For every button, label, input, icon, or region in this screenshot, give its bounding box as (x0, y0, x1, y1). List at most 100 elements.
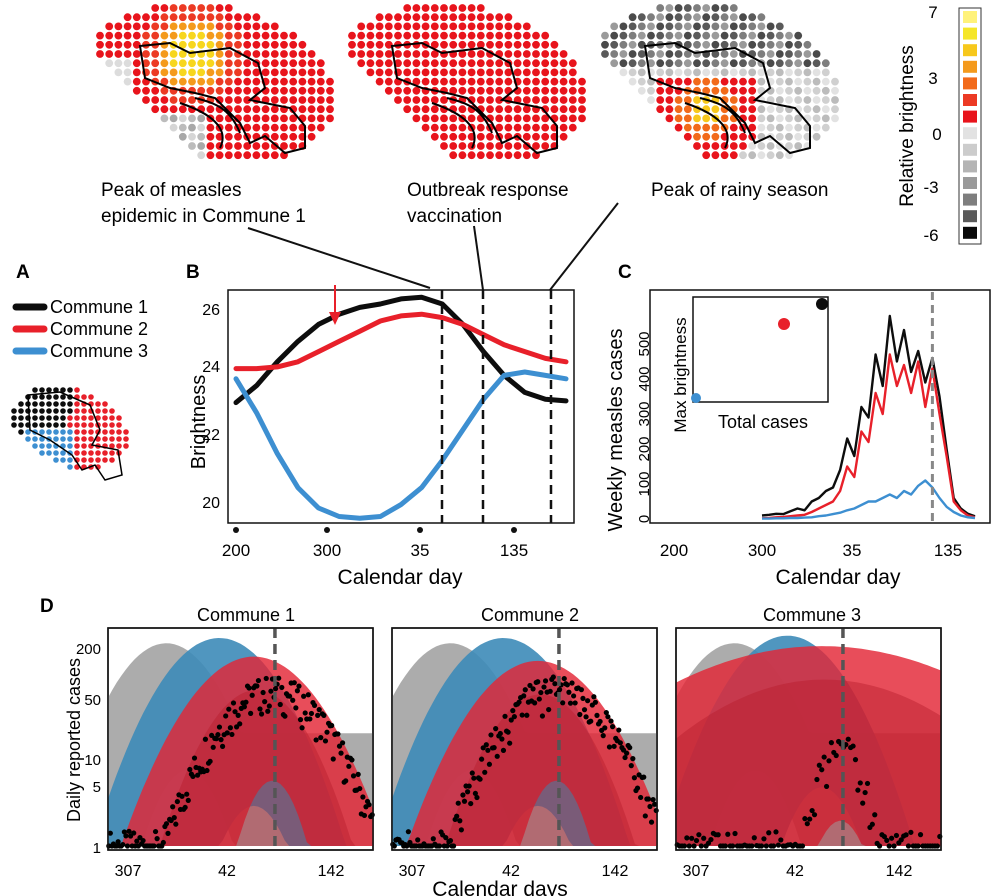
map-cell (234, 68, 242, 77)
panel-b-ytick-24: 24 (202, 359, 220, 376)
panel-d-observed-point (266, 703, 272, 709)
map-cell (215, 86, 224, 95)
panel-d3-xtick-142: 142 (886, 863, 913, 880)
panel-d-observed-point (491, 745, 497, 751)
map-cell (206, 22, 215, 31)
panel-d-observed-point (346, 763, 352, 769)
map-cell (142, 96, 150, 104)
map-cell (794, 68, 803, 77)
map-cell (550, 105, 559, 114)
map-cell (449, 40, 458, 49)
map-cell (495, 96, 504, 104)
map-cell (280, 50, 288, 58)
mini-map-cell (11, 415, 17, 421)
map-cell (307, 105, 316, 114)
panel-d-ytick-200: 200 (76, 641, 101, 658)
panel-d-observed-point (315, 712, 321, 718)
panel-d-title-commune-2: Commune 2 (481, 605, 579, 625)
panel-d-observed-point (324, 729, 330, 735)
map-cell (96, 40, 104, 49)
map-cell (683, 50, 692, 58)
panel-d-observed-point (583, 714, 589, 720)
map-cell (421, 77, 430, 86)
map-cell (794, 86, 803, 95)
map-cell (711, 59, 720, 68)
panel-d-observed-point (173, 821, 179, 827)
map-cell (206, 86, 215, 95)
map-cell (504, 31, 513, 40)
map-cell (307, 114, 316, 123)
map-cell (637, 13, 646, 22)
map-cell (495, 105, 504, 114)
map-cell (458, 4, 467, 12)
map-cell (541, 105, 550, 114)
map-cell (151, 4, 160, 12)
map-cell (628, 31, 637, 40)
panel-b-xtick-mark (417, 527, 423, 533)
mini-map-cell (32, 408, 38, 414)
map-cell (467, 68, 476, 77)
map-cell (449, 4, 458, 12)
map-cell (720, 40, 729, 49)
map-cell (702, 114, 711, 123)
map-cell (794, 31, 803, 40)
map-cell (307, 132, 316, 141)
panel-c-ytick-500: 500 (636, 331, 653, 356)
panel-d-observed-point (773, 829, 779, 835)
panel-d-observed-point (627, 745, 633, 751)
map-cell (289, 59, 298, 68)
map-cell (421, 96, 430, 104)
map-cell (619, 59, 628, 68)
map-cell (647, 31, 655, 40)
map-cell (261, 114, 270, 123)
mini-map-cell (39, 415, 45, 421)
panel-d-ytick-1: 1 (93, 840, 101, 857)
map-cell (270, 123, 279, 132)
map-cell (486, 132, 494, 141)
mini-map-cell (39, 408, 45, 414)
map-cell (812, 59, 821, 68)
map-cell (458, 59, 467, 68)
panel-d-observed-point (355, 771, 361, 777)
map-cell (739, 22, 747, 31)
map-cell (513, 31, 522, 40)
map-cell (720, 59, 729, 68)
panel-d-observed-point (219, 743, 226, 750)
map-cell (748, 77, 757, 86)
map-cell (656, 105, 665, 114)
map-cell (105, 50, 114, 58)
colorbar-cell (963, 160, 977, 173)
panel-b-xtick-135: 135 (500, 541, 528, 560)
panel-d-ylabel: Daily reported cases (64, 658, 84, 822)
map-cell (243, 142, 252, 150)
mini-map-cell (116, 443, 122, 449)
panel-d-observed-point (527, 682, 533, 689)
panel-d-observed-point (519, 712, 525, 718)
panel-b-xtick-200: 200 (222, 541, 250, 560)
map-cell (289, 114, 298, 123)
mini-map-cell (67, 408, 73, 414)
map-cell (234, 22, 242, 31)
map-cell (430, 31, 439, 40)
map-cell (357, 59, 366, 68)
panel-b: B 26 24 22 20 200 300 35 135 Calendar da… (186, 262, 575, 589)
panel-d-y-ticks: 1 5 10 50 200 (76, 641, 101, 857)
map-cell (665, 96, 674, 104)
map-cell (711, 13, 720, 22)
mini-map-cell (81, 450, 87, 456)
panel-d3-xtick-307: 307 (683, 863, 710, 880)
map-cell (486, 105, 494, 114)
map-cell (105, 59, 114, 68)
panel-d-observed-point (602, 725, 608, 731)
panel-d-observed-point (430, 836, 436, 842)
map-cell (559, 59, 568, 68)
panel-d-subplot-1 (106, 627, 375, 851)
panel-d-observed-point (321, 712, 327, 718)
panel-d-observed-point (630, 756, 636, 762)
caption-connectors (247, 202, 619, 291)
map-cell (532, 123, 540, 132)
map-cell (105, 22, 114, 31)
map-cell (665, 22, 674, 31)
map-cell (458, 123, 467, 132)
map-cell (326, 77, 334, 86)
